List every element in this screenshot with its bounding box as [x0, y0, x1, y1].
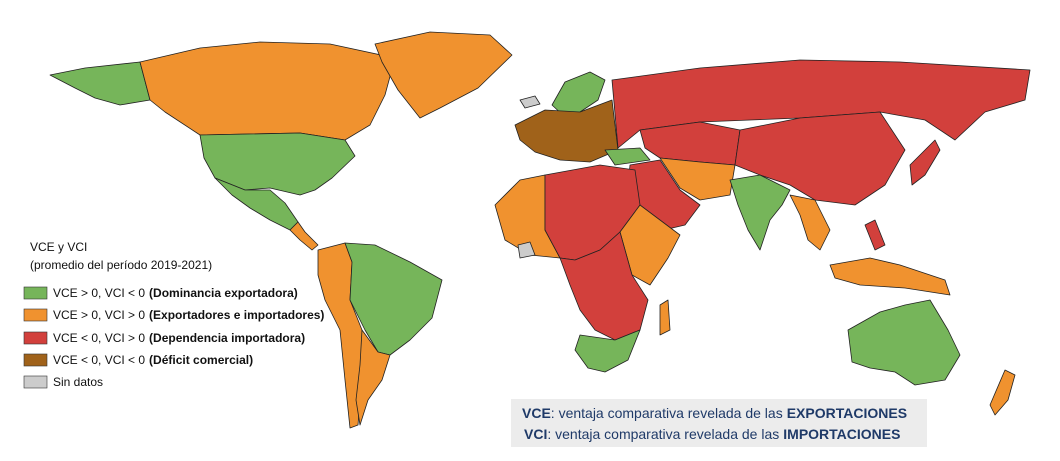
legend-condition: VCE < 0, VCI > 0 [53, 331, 145, 345]
note-emphasis: IMPORTACIONES [783, 426, 900, 442]
note-term: VCI [524, 426, 547, 442]
legend: VCE y VCI (promedio del período 2019-202… [23, 240, 324, 389]
legend-swatch [23, 331, 48, 345]
china [734, 111, 906, 206]
legend-label: (Déficit comercial) [149, 353, 253, 367]
legend-subtitle: (promedio del período 2019-2021) [30, 258, 212, 272]
note-text: : ventaja comparativa revelada de las [547, 426, 779, 442]
note: VCE: ventaja comparativa revelada de las… [511, 399, 927, 447]
central-africa [559, 231, 649, 341]
brazil [344, 242, 443, 356]
usa [199, 132, 356, 196]
note-line: VCI: ventaja comparativa revelada de las… [524, 426, 900, 442]
southeast-asia [789, 194, 831, 251]
legend-swatch [23, 375, 48, 389]
iran [659, 157, 736, 201]
legend-entry: VCE < 0, VCI < 0 (Déficit comercial) [53, 353, 253, 367]
note-term: VCE [522, 405, 551, 421]
legend-condition: VCE > 0, VCI < 0 [53, 286, 145, 300]
legend-entry: VCE > 0, VCI > 0 (Exportadores e importad… [53, 308, 324, 322]
legend-entry: VCE < 0, VCI > 0 (Dependencia importadora… [53, 331, 305, 345]
japan [909, 139, 941, 186]
note-emphasis: EXPORTACIONES [787, 405, 907, 421]
iceland [519, 95, 541, 109]
note-text: : ventaja comparativa revelada de las [551, 405, 783, 421]
alaska [49, 61, 151, 106]
central-america [289, 221, 319, 251]
australia [847, 299, 961, 386]
philippines [864, 219, 886, 251]
legend-condition: VCE < 0, VCI < 0 [53, 353, 145, 367]
legend-swatch [23, 353, 48, 367]
legend-swatch [23, 308, 48, 322]
canada [139, 41, 396, 141]
central-asia [639, 121, 741, 166]
europe [514, 99, 619, 163]
indonesia [829, 257, 951, 296]
legend-swatch [23, 286, 48, 300]
legend-entry: Sin datos [53, 375, 103, 389]
no-data-africa [517, 241, 536, 259]
legend-label: (Dependencia importadora) [149, 331, 305, 345]
note-line: VCE: ventaja comparativa revelada de las… [522, 405, 907, 421]
note-box [511, 399, 927, 447]
argentina [355, 329, 391, 426]
madagascar [659, 299, 671, 336]
legend-label: (Dominancia exportadora) [149, 286, 298, 300]
legend-entry: VCE > 0, VCI < 0 (Dominancia exportadora) [53, 286, 298, 300]
india [729, 174, 791, 251]
world-map [49, 31, 1031, 429]
greenland [374, 31, 513, 119]
legend-label: (Exportadores e importadores) [149, 308, 324, 322]
turkey [604, 147, 651, 166]
legend-condition: VCE > 0, VCI > 0 [53, 308, 145, 322]
new-zealand [989, 369, 1016, 416]
legend-title: VCE y VCI [30, 240, 87, 254]
southern-africa [574, 329, 641, 373]
